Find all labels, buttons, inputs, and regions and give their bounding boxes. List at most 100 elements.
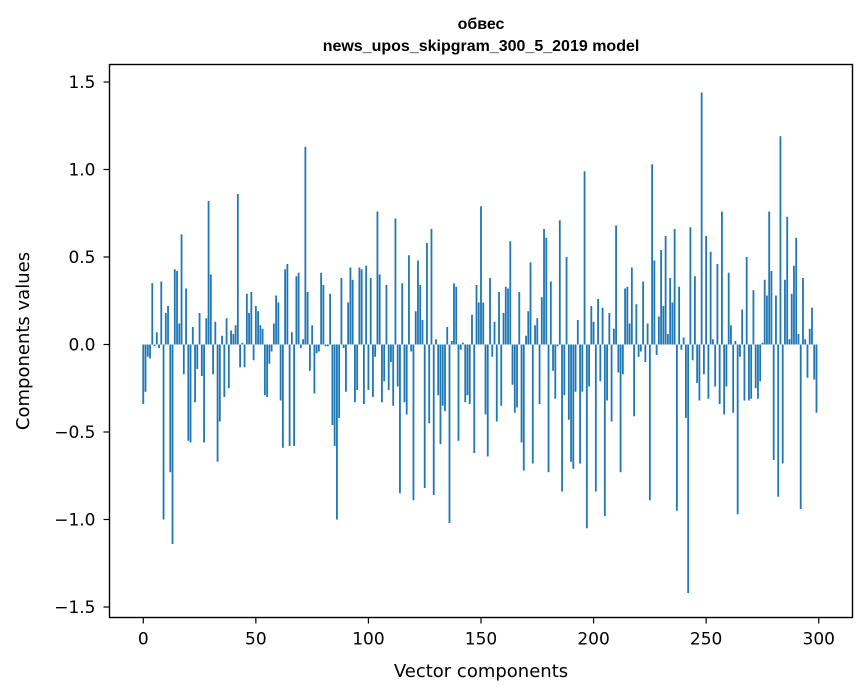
bar xyxy=(475,285,478,345)
bar xyxy=(297,272,300,345)
bar xyxy=(779,136,782,345)
bar xyxy=(603,344,606,516)
bar xyxy=(239,344,241,368)
bar xyxy=(500,344,503,406)
bar xyxy=(615,225,617,345)
bar xyxy=(714,344,717,387)
bar xyxy=(648,344,651,501)
bar xyxy=(619,344,622,473)
bar xyxy=(502,313,505,345)
bar xyxy=(698,344,701,401)
bar xyxy=(149,344,151,359)
bar xyxy=(399,344,401,494)
y-tick-label: 0.0 xyxy=(68,336,95,356)
bar xyxy=(669,278,672,345)
bar xyxy=(338,344,341,418)
bar xyxy=(570,344,572,462)
bar xyxy=(462,342,464,345)
bar xyxy=(680,344,683,350)
bar xyxy=(419,285,422,345)
bar xyxy=(320,272,323,345)
bar xyxy=(214,321,217,345)
bar xyxy=(480,206,482,345)
bar xyxy=(146,344,149,357)
bar xyxy=(173,269,176,345)
bar xyxy=(489,278,491,345)
bar xyxy=(453,283,455,345)
x-tick-label: 150 xyxy=(465,630,497,650)
bar xyxy=(777,344,780,497)
bar xyxy=(628,323,631,345)
bar xyxy=(257,311,259,345)
bar xyxy=(261,328,264,345)
bar xyxy=(286,264,289,345)
bar xyxy=(209,274,212,345)
bar xyxy=(793,265,795,345)
bar xyxy=(662,306,665,345)
bar xyxy=(340,278,343,345)
bar xyxy=(311,325,314,345)
bar xyxy=(324,344,327,347)
bar xyxy=(281,344,284,448)
bar xyxy=(763,279,766,345)
bar xyxy=(245,293,248,345)
bar xyxy=(752,290,755,345)
bar xyxy=(815,344,818,413)
bar xyxy=(304,146,307,345)
bar xyxy=(254,306,257,345)
bar xyxy=(230,330,232,345)
bar xyxy=(565,257,568,345)
bar xyxy=(534,325,536,345)
bar xyxy=(266,344,269,397)
bar xyxy=(536,318,539,345)
bar xyxy=(775,295,777,345)
bar xyxy=(396,344,399,387)
bar xyxy=(703,344,705,375)
bar xyxy=(477,302,480,345)
bar xyxy=(781,344,784,464)
bar-series xyxy=(142,92,818,593)
bar xyxy=(306,292,309,345)
bar xyxy=(293,344,296,446)
bar xyxy=(473,344,476,453)
bar xyxy=(732,344,735,413)
bar xyxy=(194,344,196,403)
bar xyxy=(723,344,726,415)
bar xyxy=(236,194,239,345)
bar xyxy=(786,216,789,345)
bar xyxy=(545,237,548,345)
bar xyxy=(180,234,183,345)
bar xyxy=(788,339,791,345)
bar xyxy=(162,344,165,520)
y-axis-label: Components values xyxy=(13,252,34,430)
bar xyxy=(288,344,291,446)
bar xyxy=(351,279,354,345)
bar xyxy=(302,339,305,345)
bar xyxy=(626,286,629,345)
bar xyxy=(525,335,527,345)
bar xyxy=(232,334,235,345)
bar xyxy=(403,344,406,403)
bar xyxy=(547,344,550,473)
bar xyxy=(664,236,667,345)
bar xyxy=(441,344,444,406)
bar xyxy=(198,313,201,345)
bar xyxy=(660,250,663,345)
bar xyxy=(646,323,649,345)
bar xyxy=(345,344,347,392)
bar xyxy=(561,344,563,492)
y-tick-label: 1.0 xyxy=(68,161,95,181)
bar xyxy=(606,344,608,401)
bar xyxy=(212,344,214,375)
bar xyxy=(743,344,746,401)
bar xyxy=(444,344,446,411)
bar xyxy=(365,265,368,345)
bar xyxy=(727,272,730,345)
bar xyxy=(671,302,674,345)
bar xyxy=(394,218,397,345)
bar xyxy=(630,267,633,345)
bar xyxy=(189,344,192,443)
bar xyxy=(329,293,332,345)
bar xyxy=(437,344,440,396)
